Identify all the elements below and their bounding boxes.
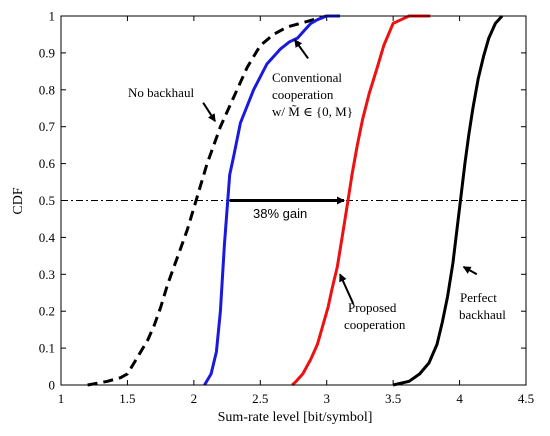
x-tick-label: 3.5 bbox=[385, 391, 401, 406]
x-axis-label: Sum-rate level [bit/symbol] bbox=[218, 410, 373, 425]
series-line-no-backhaul bbox=[87, 14, 328, 387]
annotation-no-backhaul: No backhaul bbox=[128, 85, 194, 100]
annotation-conventional-line1: Conventional bbox=[272, 70, 342, 85]
y-tick-label: 0.4 bbox=[39, 230, 56, 245]
y-axis-label: CDF bbox=[11, 187, 26, 214]
y-tick-label: 0.9 bbox=[39, 45, 55, 60]
x-tick-label: 1 bbox=[58, 391, 65, 406]
annotation-gain: 38% gain bbox=[253, 206, 307, 221]
conventional-arrow bbox=[294, 39, 309, 60]
plot-frame bbox=[60, 15, 527, 386]
y-tick-labels: 0 0.1 0.2 0.3 0.4 0.5 0.6 0.7 0.8 0.9 1 bbox=[39, 9, 56, 393]
annotation-conventional-line3: w/ M̃ ∈ {0, M} bbox=[272, 104, 353, 119]
y-tick-label: 0.5 bbox=[39, 193, 55, 208]
x-tick-label: 4.5 bbox=[518, 391, 534, 406]
x-tick-label: 1.5 bbox=[119, 391, 135, 406]
x-tick-label: 3 bbox=[323, 391, 330, 406]
y-tick-label: 1 bbox=[49, 9, 56, 24]
y-tick-label: 0.2 bbox=[39, 304, 55, 319]
annotation-perfect-line2: backhaul bbox=[459, 307, 506, 322]
x-tick-label: 2.5 bbox=[252, 391, 268, 406]
annotation-proposed-line2: cooperation bbox=[344, 317, 406, 332]
annotation-perfect-line1: Perfect bbox=[460, 290, 497, 305]
y-tick-label: 0 bbox=[49, 378, 56, 393]
x-tick-label: 2 bbox=[191, 391, 198, 406]
y-tick-label: 0.8 bbox=[39, 82, 55, 97]
series-line-proposed bbox=[291, 14, 431, 387]
x-tick-label: 4 bbox=[456, 391, 463, 406]
perfect-arrow bbox=[462, 266, 478, 276]
x-tick-labels: 1 1.5 2 2.5 3 3.5 4 4.5 bbox=[58, 391, 534, 406]
proposed-arrow bbox=[339, 273, 355, 305]
y-tick-label: 0.1 bbox=[39, 341, 55, 356]
series-line-perfect bbox=[392, 14, 504, 387]
no-backhaul-arrow bbox=[202, 102, 216, 123]
y-tick-label: 0.6 bbox=[39, 156, 56, 171]
series-line-conventional bbox=[203, 14, 340, 386]
series-layer bbox=[87, 14, 504, 387]
annotation-conventional-line2: cooperation bbox=[272, 87, 334, 102]
y-tick-label: 0.3 bbox=[39, 267, 55, 282]
y-tick-label: 0.7 bbox=[39, 119, 56, 134]
annotation-proposed-line1: Proposed bbox=[348, 300, 397, 315]
